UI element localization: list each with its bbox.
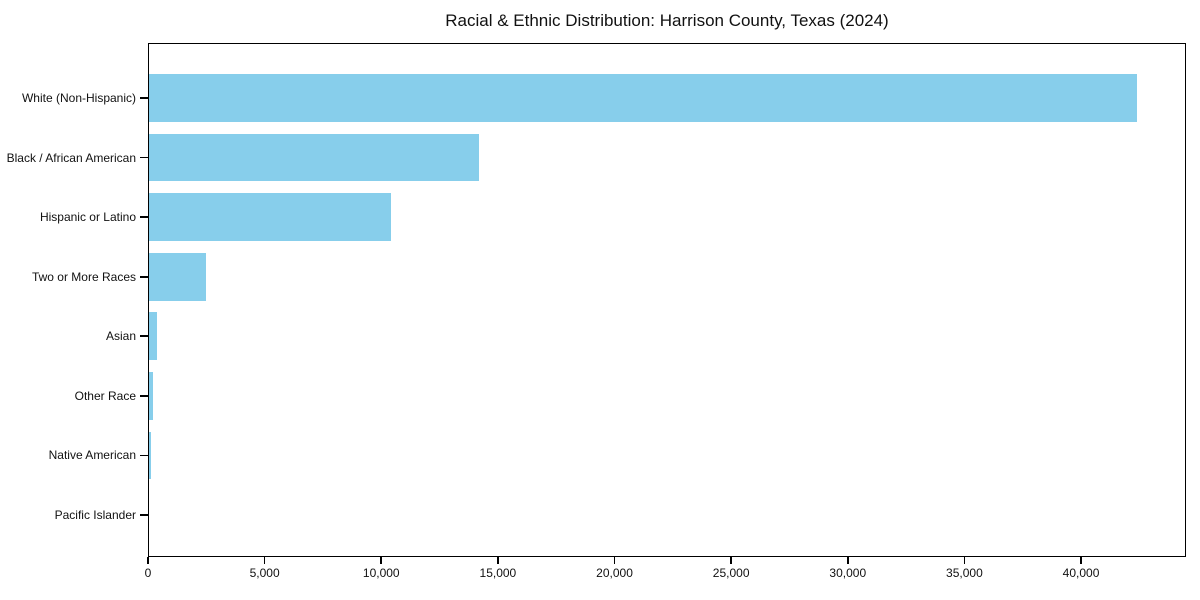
y-tick-label: Native American [48,448,136,463]
y-tick-mark [140,216,148,218]
x-tick-mark [846,557,849,564]
plot-area-border [148,43,1186,557]
y-tick-label: Asian [105,329,136,344]
x-tick-mark [730,557,732,564]
y-tick-label: Pacific Islander [54,507,136,522]
y-tick-label: Black / African American [6,150,136,165]
x-tick-label: 30,000 [829,566,867,580]
x-tick-mark [613,557,616,564]
x-tick-mark [263,557,266,564]
x-tick-label: 40,000 [1062,566,1100,580]
x-tick-label: 35,000 [946,566,983,580]
x-tick-mark [380,557,383,564]
y-tick-label: White (Non-Hispanic) [21,91,136,105]
y-tick-mark [140,335,148,338]
x-tick-mark [497,557,499,564]
x-tick-label: 15,000 [479,566,517,580]
y-tick-label: Hispanic or Latino [39,210,136,225]
y-tick-mark [140,156,148,159]
x-tick-label: 20,000 [596,566,633,580]
x-tick-label: 0 [144,566,152,580]
chart-title: Racial & Ethnic Distribution: Harrison C… [445,11,889,30]
x-tick-label: 5,000 [249,566,280,580]
y-tick-label: Two or More Races [31,269,136,284]
y-tick-mark [140,275,148,278]
x-tick-mark [147,557,149,564]
x-tick-label: 10,000 [362,566,400,580]
x-tick-mark [963,557,966,564]
x-tick-mark [1080,557,1082,564]
y-tick-mark [140,395,148,397]
x-tick-label: 25,000 [712,566,750,580]
y-tick-mark [140,97,148,99]
y-tick-label: Other Race [74,388,136,403]
y-tick-mark [140,454,148,457]
y-tick-mark [140,514,148,516]
